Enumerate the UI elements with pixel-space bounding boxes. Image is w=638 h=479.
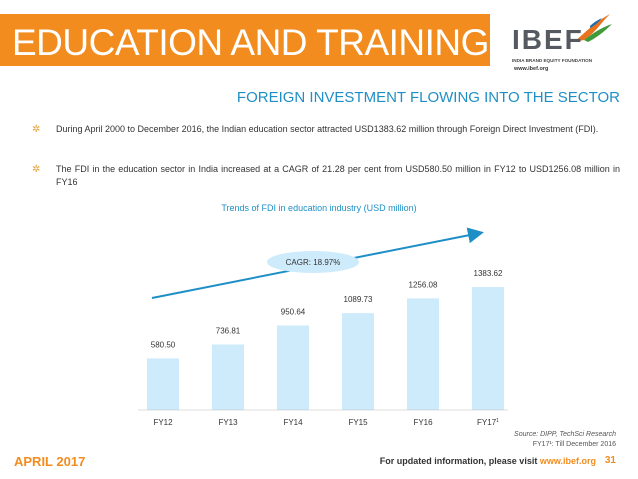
footer-note: For updated information, please visit ww… — [380, 456, 596, 466]
logo-url: www.ibef.org — [514, 66, 549, 72]
bar-fy17 — [472, 287, 504, 410]
bird-logo-icon — [574, 14, 612, 42]
cagr-bubble — [267, 251, 359, 273]
bar-fy16 — [407, 298, 439, 410]
logo-text: IBEF — [512, 24, 584, 55]
cagr-annotation: CAGR: 18.97% — [267, 251, 359, 273]
footer-date: APRIL 2017 — [14, 454, 86, 469]
star-bullet-icon: ✲ — [32, 164, 41, 175]
data-label: 736.81 — [216, 326, 241, 335]
x-tick-label: FY16 — [413, 418, 433, 427]
source-line: Source: DIPP, TechSci Research — [514, 431, 616, 438]
data-label: 580.50 — [151, 340, 176, 349]
section-title: FOREIGN INVESTMENT FLOWING INTO THE SECT… — [236, 89, 620, 106]
data-label: 1089.73 — [344, 295, 373, 304]
x-tick-label: FY15 — [348, 418, 368, 427]
footer-url-link[interactable]: www.ibef.org — [539, 456, 596, 466]
x-tick-label: FY13 — [218, 418, 238, 427]
source-note: Source: DIPP, TechSci Research FY17¹: Ti… — [514, 430, 616, 450]
x-tick-label: FY171 — [477, 418, 499, 427]
bar-fy15 — [342, 313, 374, 410]
bar-fy12 — [147, 358, 179, 410]
bar-fy14 — [277, 325, 309, 410]
ibef-logo[interactable]: IBEF INDIA BRAND EQUITY FOUNDATION www.i… — [508, 10, 628, 72]
x-tick-label: FY12 — [153, 418, 173, 427]
title-banner — [0, 14, 490, 66]
cagr-label: CAGR: 18.97% — [286, 258, 341, 267]
logo-subtitle: INDIA BRAND EQUITY FOUNDATION — [512, 58, 593, 63]
page-title: EDUCATION AND TRAINING — [12, 22, 489, 63]
bullet-item: ✲ During April 2000 to December 2016, th… — [32, 123, 620, 136]
bar-fy13 — [212, 344, 244, 410]
bullet-text: The FDI in the education sector in India… — [56, 164, 620, 187]
bullet-item: ✲ The FDI in the education sector in Ind… — [32, 163, 620, 189]
footer-note-text: For updated information, please visit — [379, 456, 540, 466]
star-bullet-icon: ✲ — [32, 124, 41, 135]
chart-title: Trends of FDI in education industry (USD… — [221, 203, 417, 213]
data-label: 950.64 — [281, 307, 306, 316]
bullet-text: During April 2000 to December 2016, the … — [56, 124, 599, 134]
data-label: 1383.62 — [474, 269, 503, 278]
data-label: 1256.08 — [409, 280, 438, 289]
page-number: 31 — [604, 455, 616, 466]
source-footnote: FY17¹: Till December 2016 — [532, 441, 616, 448]
x-tick-label: FY14 — [283, 418, 303, 427]
